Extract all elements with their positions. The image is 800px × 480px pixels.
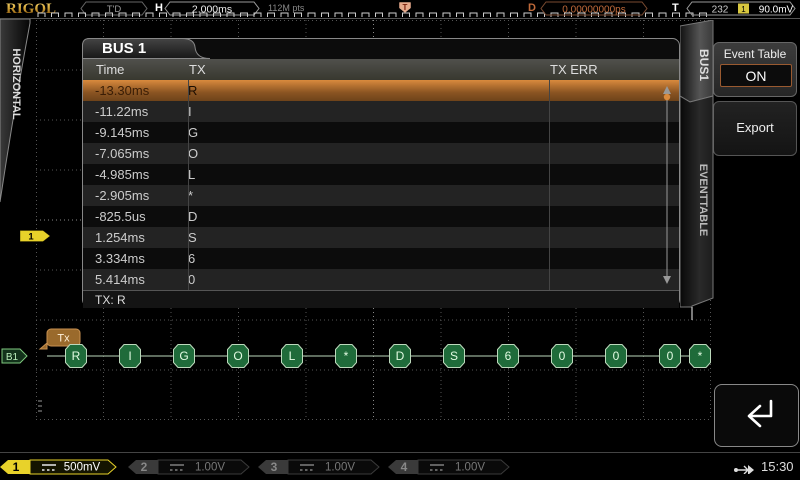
svg-text:Tx: Tx bbox=[57, 333, 70, 345]
svg-text:D: D bbox=[396, 349, 405, 363]
svg-text:2: 2 bbox=[141, 460, 148, 474]
svg-text:1: 1 bbox=[741, 5, 746, 14]
svg-text:0: 0 bbox=[559, 349, 566, 363]
svg-text:G: G bbox=[179, 349, 188, 363]
svg-text:L: L bbox=[289, 349, 296, 363]
svg-text:6: 6 bbox=[505, 349, 512, 363]
svg-text:*: * bbox=[344, 349, 349, 363]
svg-text:BUS1: BUS1 bbox=[697, 49, 711, 81]
svg-text:1.00V: 1.00V bbox=[325, 462, 355, 474]
svg-text:HORIZONTAL: HORIZONTAL bbox=[10, 48, 22, 120]
svg-text:O: O bbox=[233, 349, 242, 363]
svg-text:1.00V: 1.00V bbox=[455, 462, 485, 474]
svg-text:3: 3 bbox=[271, 460, 278, 474]
svg-text:BUS 1: BUS 1 bbox=[102, 40, 146, 57]
svg-text:1.00V: 1.00V bbox=[195, 462, 225, 474]
svg-text:232: 232 bbox=[712, 5, 729, 16]
svg-text:EVENTTABLE: EVENTTABLE bbox=[697, 164, 709, 237]
svg-text:500mV: 500mV bbox=[64, 462, 101, 474]
svg-text:1: 1 bbox=[28, 232, 34, 243]
svg-text:S: S bbox=[450, 349, 458, 363]
svg-text:B1: B1 bbox=[6, 352, 19, 363]
svg-text:90.0mV: 90.0mV bbox=[759, 5, 794, 16]
svg-text:1: 1 bbox=[13, 460, 20, 474]
svg-text:0: 0 bbox=[667, 349, 674, 363]
svg-text:0: 0 bbox=[613, 349, 620, 363]
svg-text:T: T bbox=[403, 3, 408, 12]
svg-text:4: 4 bbox=[401, 460, 408, 474]
svg-text:I: I bbox=[128, 349, 131, 363]
svg-text:R: R bbox=[72, 349, 81, 363]
svg-text:0.00000000ps: 0.00000000ps bbox=[562, 5, 625, 16]
